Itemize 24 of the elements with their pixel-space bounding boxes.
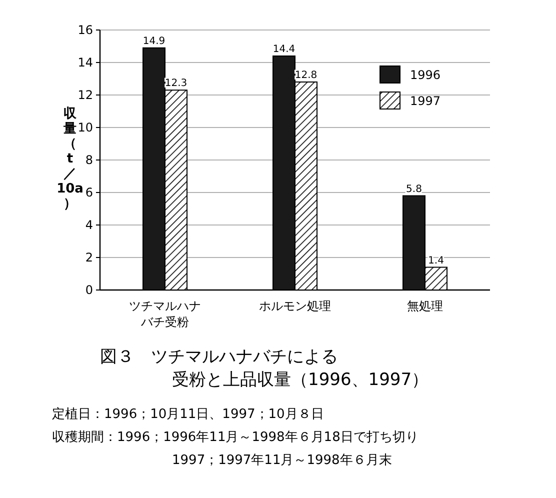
text: 図３ ツチマルハナバチによる受粉と上品収量（1996、1997） [100, 347, 429, 390]
legend-label: 1996 [410, 68, 441, 82]
text: 1997；1997年11月～1998年６月末 [172, 453, 392, 468]
data-label: 12.3 [164, 78, 188, 90]
y-tick-label: 16 [78, 23, 93, 37]
data-label: 12.8 [294, 70, 318, 81]
y-tick-label: 0 [85, 283, 93, 297]
y-tick-label: 12 [78, 88, 93, 102]
y-tick-label: 8 [85, 153, 93, 167]
text: 収穫期間：1996；1996年11月～1998年６月18日で打ち切り [52, 430, 418, 445]
data-label: 5.8 [406, 184, 422, 195]
x-tick-label: 無処理 [407, 299, 443, 313]
data-label: 14.9 [142, 36, 166, 47]
text: 定植日：1996；10月11日、1997；10月８日 [52, 407, 324, 422]
x-tick-label: ホルモン処理 [259, 299, 331, 313]
y-tick-label: 2 [85, 250, 93, 264]
data-label: 1.4 [428, 255, 444, 266]
legend-label: 1997 [410, 94, 441, 108]
y-tick-label: 4 [85, 218, 93, 232]
y-tick-label: 6 [85, 186, 93, 200]
x-tick-label: ツチマルハナバチ受粉 [129, 299, 201, 329]
y-tick-label: 14 [78, 56, 93, 70]
data-label: 14.4 [272, 44, 296, 55]
y-tick-label: 10 [78, 120, 93, 134]
